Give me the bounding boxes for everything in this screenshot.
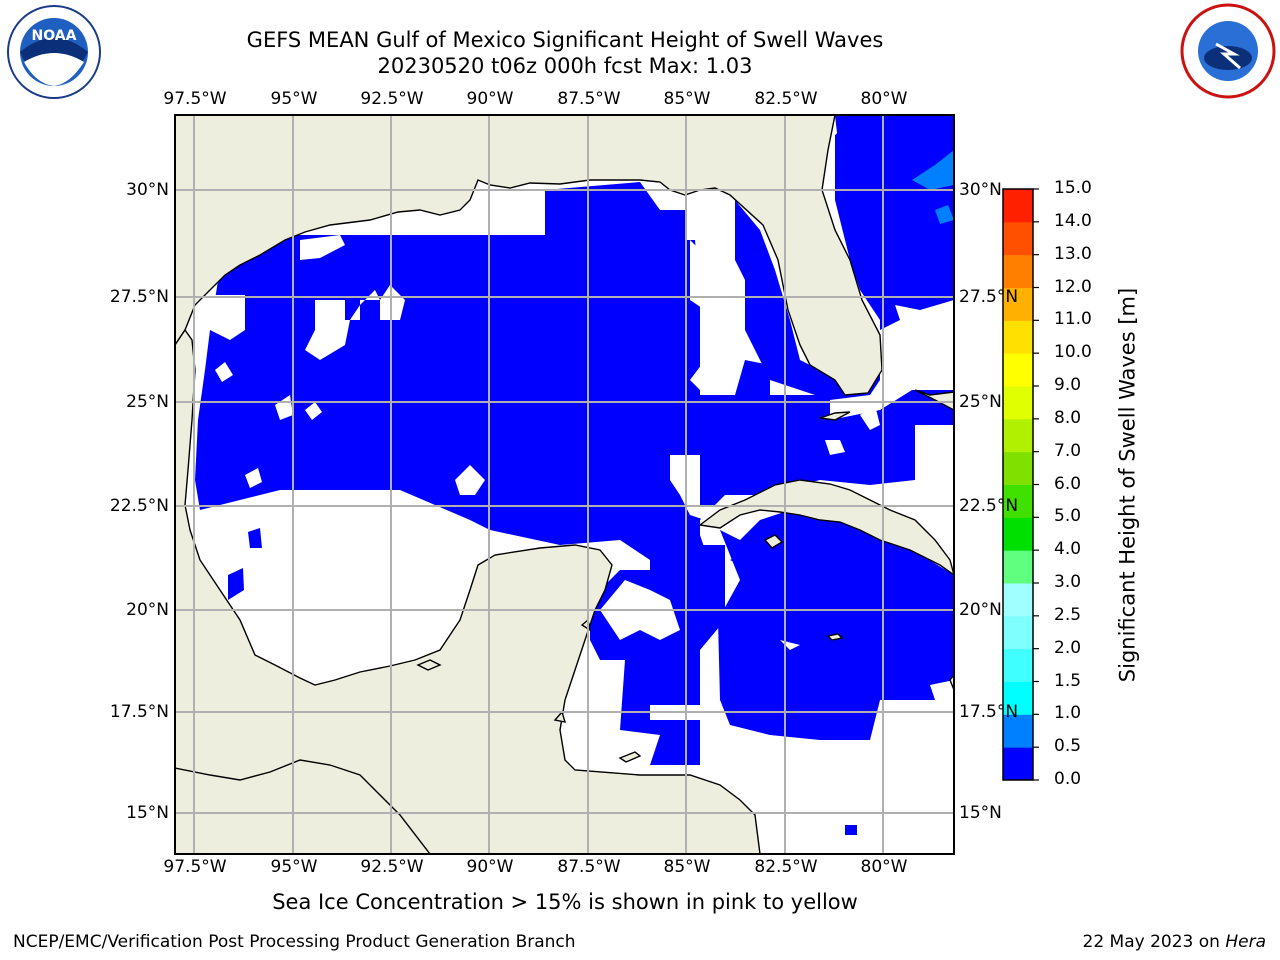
colorbar-tick-label: 5.0 — [1054, 506, 1082, 527]
colorbar-tick-label: 12.0 — [1054, 276, 1092, 297]
colorbar-tick-label: 14.0 — [1054, 210, 1092, 231]
lat-label-left: 17.5°N — [109, 702, 169, 722]
colorbar-tick-label: 1.0 — [1054, 703, 1082, 724]
colorbar-tick-label: 2.0 — [1054, 637, 1082, 658]
map-subtitle: 20230520 t06z 000h fcst Max: 1.03 — [377, 54, 753, 78]
map-title: GEFS MEAN Gulf of Mexico Significant Hei… — [246, 28, 884, 52]
colorbar-tick-label: 3.0 — [1054, 572, 1082, 592]
colorbar-swatch — [1003, 714, 1033, 748]
lon-label-top: 80°W — [860, 89, 908, 109]
colorbar-tick-label: 0.5 — [1054, 736, 1082, 757]
colorbar-frame — [1002, 188, 1034, 781]
map-area — [175, 115, 954, 854]
nws-logo — [1180, 3, 1276, 99]
colorbar-swatch — [1003, 353, 1033, 387]
footer-credit: NCEP/EMC/Verification Post Processing Pr… — [13, 932, 576, 952]
lon-label-bottom: 97.5°W — [163, 857, 227, 877]
colorbar-tick-label: 1.5 — [1054, 670, 1082, 691]
lat-label-right: 25°N — [959, 392, 1002, 412]
graticule — [175, 115, 954, 854]
colorbar-swatch — [1003, 681, 1033, 715]
lat-label-left: 15°N — [126, 803, 169, 823]
colorbar-tick-label: 0.0 — [1054, 769, 1082, 789]
colorbar-swatch — [1003, 484, 1033, 518]
colorbar-swatch — [1003, 747, 1033, 781]
lat-label-right: 17.5°N — [959, 702, 1019, 722]
lon-label-bottom: 87.5°W — [557, 857, 621, 877]
lat-label-left: 20°N — [126, 600, 169, 620]
lat-label-left: 27.5°N — [109, 287, 169, 307]
lat-label-right: 27.5°N — [959, 287, 1019, 307]
lat-label-left: 30°N — [126, 180, 169, 200]
colorbar-swatch — [1003, 648, 1033, 682]
lon-label-bottom: 82.5°W — [754, 857, 818, 877]
colorbar-swatch — [1003, 386, 1033, 420]
colorbar-tick-label: 11.0 — [1054, 309, 1092, 330]
colorbar-tick-label: 10.0 — [1054, 342, 1092, 363]
lon-label-top: 92.5°W — [360, 89, 424, 109]
lon-label-bottom: 80°W — [860, 857, 908, 877]
colorbar-swatch — [1003, 615, 1033, 650]
colorbar-swatch — [1003, 583, 1033, 617]
lon-label-top: 85°W — [663, 89, 711, 109]
footer-date: 22 May 2023 on Hera — [1083, 932, 1267, 952]
colorbar-tick-label: 7.0 — [1054, 440, 1082, 461]
colorbar-swatch — [1003, 517, 1033, 551]
colorbar-tick-label: 15.0 — [1054, 178, 1092, 198]
footer-date-text: 22 May 2023 on — [1082, 932, 1226, 952]
swell-field-low — [195, 115, 954, 835]
lon-label-bottom: 85°W — [663, 857, 711, 877]
lon-label-top: 95°W — [270, 89, 318, 109]
lat-label-left: 22.5°N — [109, 496, 169, 516]
colorbar-swatch — [1003, 320, 1033, 354]
colorbar — [1003, 188, 1039, 781]
lat-label-right: 30°N — [959, 180, 1002, 200]
colorbar-swatch — [1003, 189, 1033, 223]
colorbar-swatch — [1003, 221, 1033, 256]
lon-label-bottom: 95°W — [270, 857, 318, 877]
colorbar-swatch — [1003, 550, 1033, 584]
colorbar-swatch — [1003, 287, 1033, 321]
lon-label-bottom: 92.5°W — [360, 857, 424, 877]
noaa-logo-text: NOAA — [32, 28, 77, 44]
footer-host: Hera — [1225, 932, 1266, 952]
map-frame — [174, 114, 955, 855]
lon-label-bottom: 90°W — [466, 857, 514, 877]
colorbar-tick-label: 8.0 — [1054, 407, 1082, 428]
lat-label-right: 22.5°N — [959, 496, 1019, 516]
colorbar-tick-label: 13.0 — [1054, 243, 1092, 264]
lat-label-left: 25°N — [126, 392, 169, 412]
sea-ice-note: Sea Ice Concentration > 15% is shown in … — [272, 890, 858, 914]
colorbar-label: Significant Height of Swell Waves [m] — [1115, 287, 1140, 683]
colorbar-tick-label: 4.0 — [1054, 539, 1082, 560]
lon-label-top: 97.5°W — [163, 89, 227, 109]
lat-label-right: 15°N — [959, 803, 1002, 823]
colorbar-tick-label: 6.0 — [1054, 473, 1082, 494]
noaa-logo: NOAA — [7, 5, 101, 99]
colorbar-tick-label: 9.0 — [1054, 375, 1082, 395]
colorbar-swatch — [1003, 451, 1033, 485]
lon-label-top: 82.5°W — [754, 89, 818, 109]
lon-label-top: 87.5°W — [557, 89, 621, 109]
lat-label-right: 20°N — [959, 600, 1002, 620]
colorbar-tick-label: 2.5 — [1054, 604, 1082, 625]
colorbar-swatch — [1003, 418, 1033, 453]
lon-label-top: 90°W — [466, 89, 514, 109]
colorbar-swatch — [1003, 254, 1033, 288]
